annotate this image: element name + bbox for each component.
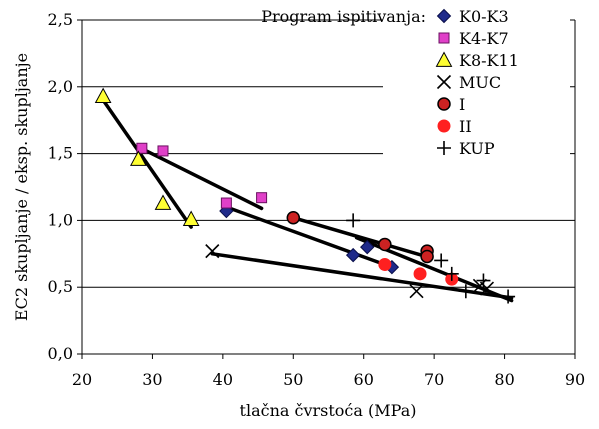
x-tick-label: 60: [354, 370, 374, 389]
legend-background: [383, 1, 570, 163]
trend-line: [136, 145, 264, 211]
legend-marker-ii: [437, 119, 451, 133]
data-point-ii: [378, 257, 392, 271]
legend-marker-k0-k3: [436, 8, 452, 24]
legend-label-muc: MUC: [459, 73, 501, 92]
legend-label-ii: II: [459, 117, 472, 136]
data-point-kup: [444, 266, 459, 281]
axes: 0,0 0,5 1,0 1,5 2,0 2,5 20 30 40 50 60 70 80 90: [48, 10, 586, 389]
data-point-i: [286, 210, 301, 225]
data-point-k0-k3: [360, 239, 375, 255]
trend-line: [101, 98, 193, 229]
x-tick-label: 90: [565, 370, 585, 389]
data-point-k0-k3: [345, 247, 361, 263]
data-point-i: [378, 237, 392, 252]
legend-marker-muc: [436, 74, 452, 90]
data-point-k8-k11: [154, 194, 172, 210]
x-tick-label: 20: [72, 370, 92, 389]
legend-label-i: I: [459, 95, 465, 114]
data-point-k8-k11: [182, 210, 200, 226]
legend-label-k0-k3: K0-K3: [459, 7, 509, 26]
trend-line: [291, 215, 433, 260]
legend-label-k8-k11: K8-K11: [459, 51, 519, 70]
legend-marker-kup: [437, 141, 451, 155]
data-point-k4-k7: [136, 142, 148, 154]
x-tick-label: 80: [494, 370, 514, 389]
data-point-ii: [413, 267, 427, 281]
data-point-kup: [501, 289, 516, 304]
legend-title: Program ispitivanja:: [261, 7, 426, 26]
legend-marker-i: [437, 97, 451, 111]
x-tick-label: 70: [424, 370, 444, 389]
y-tick-label: 1,5: [48, 144, 73, 163]
y-tick-label: 1,0: [48, 210, 73, 229]
legend-marker-k8-k11: [435, 51, 453, 67]
x-tick-label: 50: [283, 370, 303, 389]
data-point-i: [420, 249, 434, 264]
data-point-k4-k7: [256, 192, 268, 204]
y-axis-title: EC2 skupljanje / eksp. skupljanje: [12, 53, 31, 321]
legend-label-k4-k7: K4-K7: [459, 29, 509, 48]
legend: Program ispitivanja: K0-K3 K4-K7 K8-K11 MUC I…: [261, 1, 570, 163]
data-point-muc: [409, 284, 424, 299]
x-tick-label: 30: [142, 370, 162, 389]
data-point-kup: [458, 284, 473, 299]
trend-line: [224, 205, 394, 269]
data-point-k4-k7: [220, 197, 232, 209]
data-point-muc: [479, 281, 495, 296]
y-tick-label: 0,5: [48, 277, 73, 296]
data-point-k8-k11: [130, 150, 147, 166]
data-point-kup: [346, 213, 361, 228]
legend-label-kup: KUP: [459, 139, 495, 158]
x-axis-title: tlačna čvrstoća (MPa): [240, 401, 417, 420]
y-tick-label: 0,0: [48, 344, 73, 363]
x-tick-label: 40: [213, 370, 233, 389]
data-point-k4-k7: [157, 145, 169, 157]
y-tick-label: 2,0: [48, 77, 73, 96]
data-point-k8-k11: [94, 87, 112, 104]
legend-marker-k4-k7: [438, 32, 450, 44]
data-point-muc: [205, 244, 220, 259]
data-point-kup: [434, 253, 449, 268]
data-markers: [94, 87, 516, 304]
y-tick-label: 2,5: [48, 10, 73, 29]
data-point-kup: [476, 273, 491, 288]
